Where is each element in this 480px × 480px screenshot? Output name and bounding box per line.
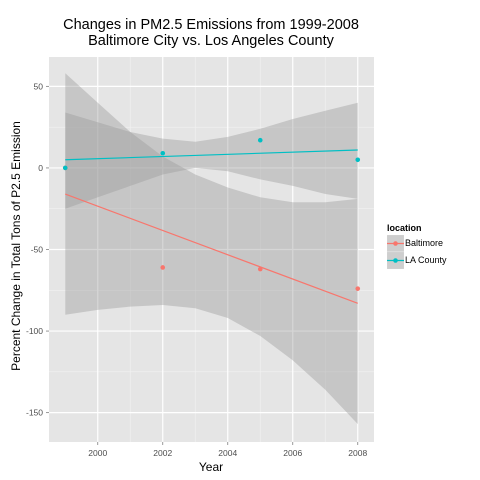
trend-lines	[65, 149, 358, 304]
confidence-band-la-county	[65, 102, 358, 209]
data-point-baltimore	[257, 266, 263, 272]
x-tick-label: 2006	[283, 448, 302, 458]
data-point-baltimore	[355, 286, 361, 291]
data-point-la-county	[62, 165, 68, 171]
y-tick-label: -100	[26, 326, 43, 336]
x-tick-label: 2002	[153, 448, 172, 458]
x-tick-label: 2004	[218, 448, 237, 458]
legend-label-la-county: LA County	[405, 255, 447, 265]
x-tick-label: 2000	[88, 448, 107, 458]
chart-title-line-1: Changes in PM2.5 Emissions from 1999-200…	[63, 17, 359, 33]
legend: location Baltimore LA County	[386, 223, 447, 270]
y-tick-label: 50	[34, 81, 44, 91]
legend-label-baltimore: Baltimore	[405, 238, 443, 248]
trend-line-baltimore	[65, 193, 358, 304]
x-axis-ticks: 2000 2002 2004 2006 2008	[88, 442, 367, 458]
y-tick-label: -150	[26, 408, 43, 418]
y-axis-title: Percent Change in Total Tons of P2.5 Emi…	[9, 121, 23, 371]
data-point-la-county	[257, 137, 263, 143]
x-axis-title: Year	[199, 460, 223, 474]
data-point-baltimore	[160, 265, 166, 270]
y-axis-ticks: -150 -100 -50 0 50	[26, 81, 49, 418]
x-tick-label: 2008	[348, 448, 367, 458]
chart-title-line-2: Baltimore City vs. Los Angeles County	[88, 33, 335, 49]
legend-keys	[386, 234, 405, 270]
legend-title: location	[387, 223, 422, 233]
trend-line-la-county	[65, 149, 358, 161]
legend-key-point-baltimore	[393, 241, 398, 246]
data-point-la-county	[160, 150, 166, 156]
data-point-la-county	[355, 157, 361, 163]
y-tick-label: -50	[31, 245, 44, 255]
legend-key-point-la-county	[393, 258, 398, 263]
y-tick-label: 0	[38, 163, 43, 173]
grid-major	[49, 57, 374, 442]
data-points	[62, 137, 361, 291]
